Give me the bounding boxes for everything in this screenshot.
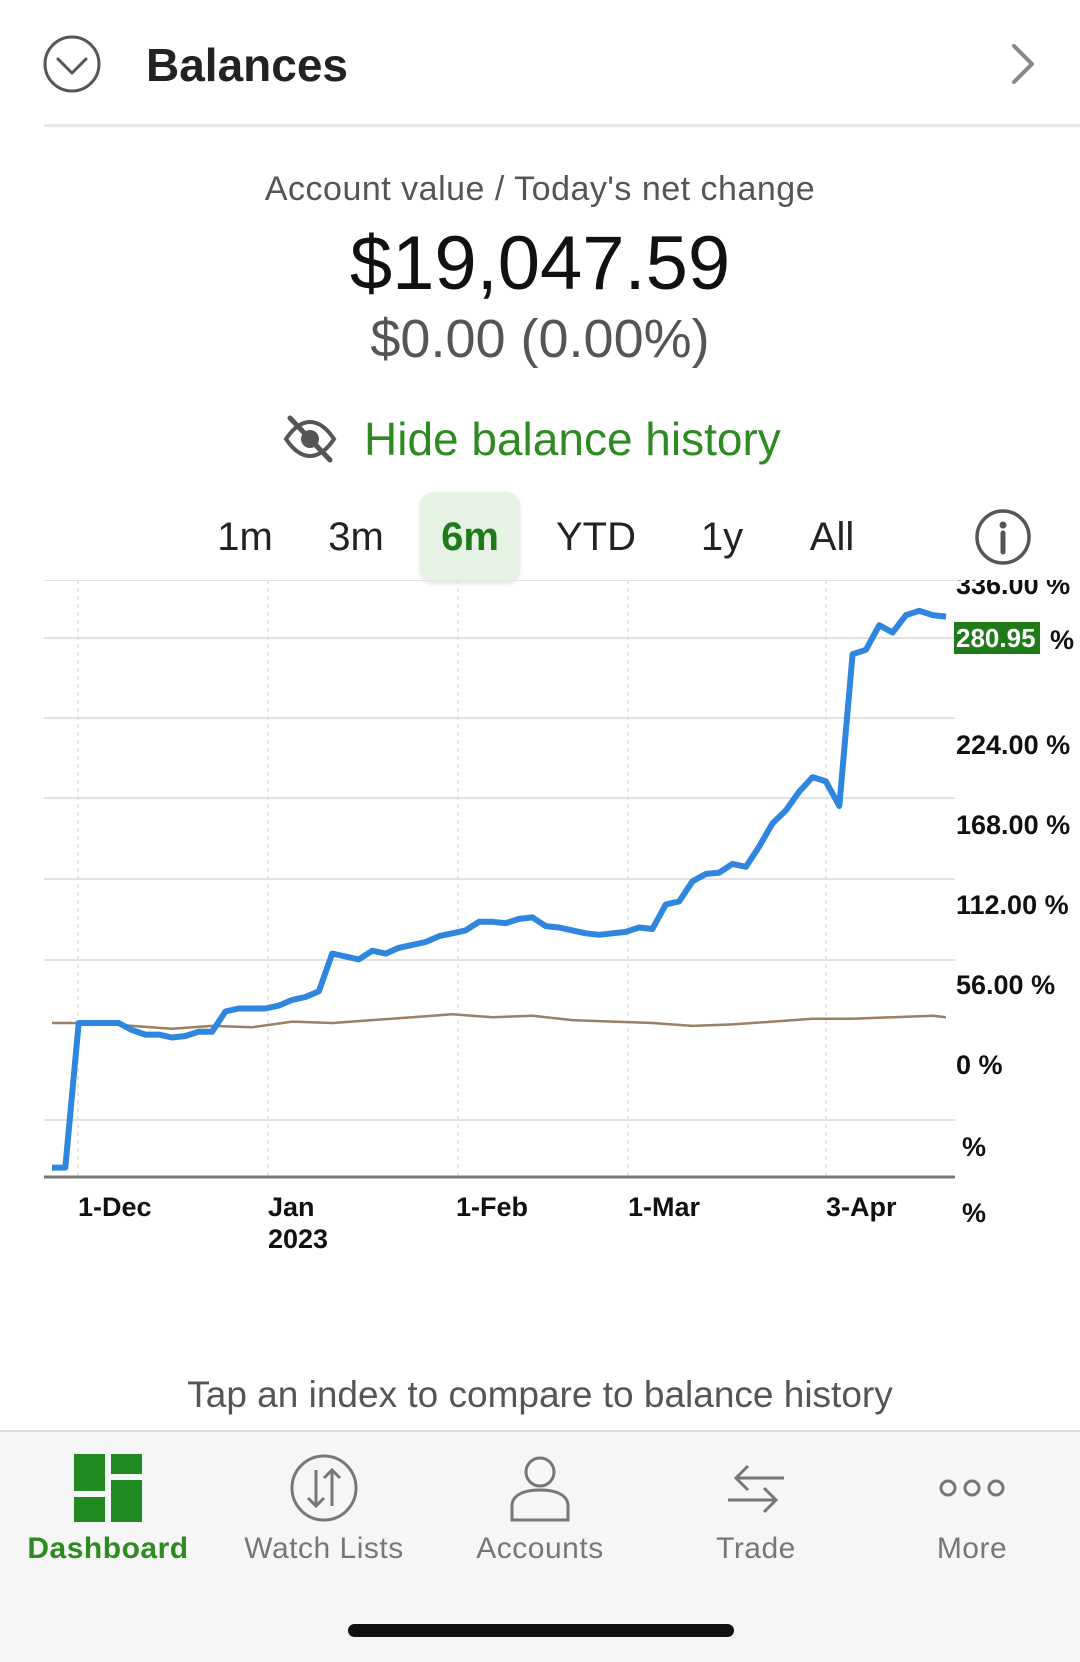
info-icon[interactable] bbox=[974, 508, 1032, 566]
balance-history-chart[interactable]: 336.00 % 224.00 % 168.00 % 112.00 % 56.00 % 0… bbox=[0, 580, 1080, 1320]
tab-label: Dashboard bbox=[27, 1532, 189, 1565]
eye-slash-icon bbox=[283, 415, 337, 463]
balances-header[interactable]: Balances bbox=[0, 0, 1080, 127]
account-value: $19,047.59 bbox=[349, 221, 731, 306]
tab-label: Watch Lists bbox=[244, 1532, 404, 1565]
current-value-label: 280.95 bbox=[956, 623, 1036, 653]
balance-history-line bbox=[52, 607, 947, 1171]
x-tick-label: Jan 2023 bbox=[268, 1192, 328, 1254]
current-value-unit: % bbox=[1050, 625, 1074, 655]
x-tick-label: 1-Feb bbox=[456, 1192, 528, 1222]
chevron-down-circle-icon[interactable] bbox=[42, 34, 102, 94]
tab-label: More bbox=[936, 1532, 1008, 1565]
transfer-arrows-icon bbox=[728, 1464, 784, 1514]
y-tick-label: 168.00 % bbox=[956, 810, 1070, 840]
y-tick-label: % bbox=[962, 1132, 986, 1162]
divider bbox=[44, 124, 1080, 127]
y-tick-label: 56.00 % bbox=[956, 970, 1055, 1000]
net-change: $0.00 (0.00%) bbox=[370, 309, 710, 369]
watch-lists-icon bbox=[290, 1454, 358, 1522]
dashboard-icon bbox=[74, 1454, 142, 1522]
chart-grid bbox=[44, 580, 955, 1179]
section-title: Balances bbox=[146, 39, 349, 91]
range-selector: 1m 3m 6m YTD 1y All bbox=[0, 492, 1080, 582]
tab-label: Accounts bbox=[476, 1532, 604, 1565]
range-3m[interactable]: 3m bbox=[328, 515, 384, 559]
tab-dashboard[interactable]: Dashboard bbox=[0, 1432, 216, 1582]
x-tick-label: 1-Dec bbox=[78, 1192, 152, 1222]
range-all[interactable]: All bbox=[809, 515, 855, 559]
tab-accounts[interactable]: Accounts bbox=[432, 1432, 648, 1582]
bottom-tab-bar: Dashboard Watch Lists Accounts Trade bbox=[0, 1430, 1080, 1662]
current-value-highlight bbox=[954, 622, 1040, 654]
index-comparison-line bbox=[52, 1013, 947, 1031]
hide-balance-history-button[interactable]: Hide balance history bbox=[282, 404, 781, 474]
x-tick-label: 3-Apr bbox=[826, 1192, 897, 1222]
x-axis: 1-Dec Jan 2023 1-Feb 1-Mar 3-Apr bbox=[78, 1192, 897, 1254]
tab-label: Trade bbox=[716, 1532, 796, 1565]
person-icon bbox=[510, 1456, 570, 1522]
y-tick-label: % bbox=[962, 1198, 986, 1228]
compare-index-hint: Tap an index to compare to balance histo… bbox=[187, 1374, 893, 1415]
chart-series bbox=[52, 607, 947, 1171]
y-tick-label: 112.00 % bbox=[956, 890, 1069, 920]
hide-balance-history-label: Hide balance history bbox=[364, 413, 781, 465]
account-value-label: Account value / Today's net change bbox=[264, 170, 816, 208]
y-axis: 336.00 % 224.00 % 168.00 % 112.00 % 56.00 % 0… bbox=[956, 580, 1070, 1228]
tab-more[interactable]: More bbox=[864, 1432, 1080, 1582]
x-tick-label: 1-Mar bbox=[628, 1192, 701, 1222]
tab-trade[interactable]: Trade bbox=[648, 1432, 864, 1582]
y-tick-label: 224.00 % bbox=[956, 730, 1070, 760]
chevron-right-icon[interactable] bbox=[1006, 42, 1040, 86]
y-tick-label: 336.00 % bbox=[956, 580, 1070, 600]
y-tick-label: 0 % bbox=[956, 1050, 1003, 1080]
range-1m[interactable]: 1m bbox=[217, 515, 273, 559]
home-indicator bbox=[348, 1624, 734, 1637]
range-ytd[interactable]: YTD bbox=[556, 515, 636, 559]
current-value-badge: 280.95% bbox=[954, 622, 1074, 655]
more-dots-icon bbox=[939, 1479, 1005, 1497]
tab-watch-lists[interactable]: Watch Lists bbox=[216, 1432, 432, 1582]
range-1y[interactable]: 1y bbox=[700, 515, 744, 559]
range-6m[interactable]: 6m bbox=[420, 492, 520, 582]
